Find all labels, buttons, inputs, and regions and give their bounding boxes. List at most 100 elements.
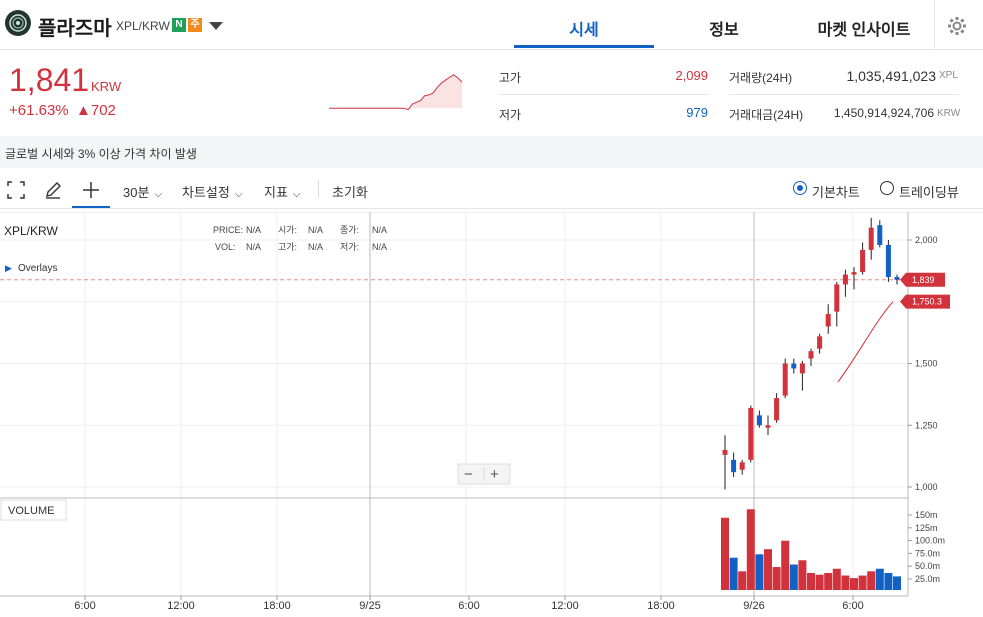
- volume-bar: [893, 576, 901, 590]
- volume-bars: [721, 509, 901, 590]
- time-axis-ticks: 6:00 12:00 18:00 9/25 6:00 12:00 18:00 9/26 6:00: [74, 596, 864, 612]
- volume-tick-label: 150m: [915, 510, 938, 520]
- volume-bar: [798, 560, 807, 590]
- indicators-menu[interactable]: 지표 ⌵: [264, 182, 301, 201]
- current-price-tag: 1,839: [900, 272, 945, 287]
- mini-price-chart: [329, 69, 469, 119]
- volume-tick-label: 75.0m: [915, 548, 940, 558]
- current-price: 1,841: [9, 62, 90, 98]
- notice-bar: [0, 136, 983, 168]
- zoom-in-button[interactable]: +: [490, 466, 499, 483]
- volume-value: 1,035,491,023: [846, 68, 936, 84]
- time-tick-label: 18:00: [647, 600, 675, 612]
- time-tick-label: 12:00: [551, 600, 579, 612]
- crosshair-icon[interactable]: [82, 181, 100, 199]
- pen-icon[interactable]: [44, 181, 62, 199]
- chevron-down-icon[interactable]: [209, 22, 223, 30]
- change-amount: ▲702: [76, 102, 116, 119]
- info-value: N/A: [246, 225, 261, 235]
- tab-market-insight[interactable]: 마켓 인사이트: [817, 22, 911, 39]
- candle-body: [825, 314, 831, 327]
- volume-bar: [841, 575, 850, 590]
- current-price-tag-text: 1,839: [912, 275, 935, 285]
- candle-body: [756, 415, 762, 426]
- volume-bar: [764, 549, 772, 590]
- volume-bar: [850, 578, 858, 590]
- moving-average-tag: 1,750.3: [900, 294, 950, 309]
- volume-bar: [738, 571, 747, 590]
- tab-info[interactable]: 정보: [709, 22, 739, 39]
- volume-label: 거래량(24H): [729, 71, 793, 85]
- time-tick-label: 18:00: [263, 600, 291, 612]
- interval-select[interactable]: 30분 ⌵: [123, 182, 162, 201]
- info-label: 고가:: [278, 242, 297, 252]
- coin-name: 플라즈마: [38, 18, 112, 40]
- active-tab-indicator: [514, 45, 654, 48]
- info-value: N/A: [246, 242, 261, 252]
- info-value: N/A: [308, 225, 323, 235]
- tab-price[interactable]: 시세: [569, 22, 599, 39]
- low-label: 저가: [499, 108, 522, 122]
- info-value: N/A: [308, 242, 323, 252]
- volume-bar: [824, 573, 833, 590]
- high-value: 2,099: [675, 68, 708, 83]
- candle-body: [834, 284, 840, 312]
- candle-body: [851, 272, 857, 275]
- moving-average-line: [837, 301, 894, 383]
- volume-bar: [815, 574, 824, 590]
- candle-body: [799, 363, 805, 374]
- change-percent: +61.63%: [9, 102, 69, 119]
- zoom-out-button[interactable]: −: [464, 466, 473, 483]
- low-value: 979: [686, 105, 708, 120]
- candle-body: [808, 351, 814, 359]
- info-label: 시가:: [278, 225, 297, 235]
- candle-body: [868, 227, 874, 250]
- zoom-controls: − +: [457, 463, 511, 485]
- candle-body: [817, 336, 823, 349]
- mini-area: [404, 74, 462, 110]
- price-gap-notice: 글로벌 시세와 3% 이상 가격 차이 발생: [5, 147, 197, 161]
- volume-pane-label: VOLUME: [8, 505, 54, 517]
- candle-body: [842, 274, 848, 285]
- mini-line: [403, 74, 463, 111]
- volume-unit: XPL: [939, 70, 958, 81]
- fullscreen-icon[interactable]: [7, 181, 25, 199]
- divider: [499, 94, 709, 95]
- chevron-down-icon: ⌵: [154, 189, 163, 200]
- moving-average-tag-text: 1,750.3: [912, 297, 942, 307]
- volume-bar: [789, 564, 798, 590]
- page-header: [0, 0, 983, 50]
- volume-bar: [755, 554, 764, 590]
- new-badge: N: [172, 18, 186, 32]
- volume-bar: [781, 540, 790, 590]
- chevron-down-icon: ⌵: [234, 189, 243, 200]
- candle-body: [748, 407, 754, 460]
- gear-icon[interactable]: [947, 16, 967, 36]
- overlays-toggle[interactable]: Overlays: [18, 263, 57, 274]
- volume-bar: [884, 573, 893, 590]
- divider: [318, 180, 319, 198]
- price-tick-label: 1,250: [915, 420, 938, 430]
- price-tick-label: 1,000: [915, 482, 938, 492]
- triangle-right-icon[interactable]: ▶: [5, 263, 12, 273]
- volume-bar: [867, 571, 876, 590]
- candle-body: [774, 398, 780, 421]
- divider: [934, 0, 935, 49]
- candle-body: [791, 363, 797, 369]
- tradingview-radio[interactable]: [880, 181, 894, 195]
- volume-bar: [729, 557, 738, 590]
- volume-tick-label: 125m: [915, 523, 938, 533]
- coin-pair: XPL/KRW: [116, 19, 170, 33]
- candle-body: [877, 225, 883, 245]
- reset-button[interactable]: 초기화: [332, 185, 368, 200]
- price-tick-label: 2,000: [915, 235, 938, 245]
- time-tick-label: 9/26: [743, 600, 764, 612]
- amount-value: 1,450,914,924,706: [833, 106, 934, 120]
- info-label: VOL:: [215, 242, 236, 252]
- candle-body: [782, 363, 788, 396]
- tradingview-label: 트레이딩뷰: [899, 185, 959, 200]
- chart-settings-menu[interactable]: 차트설정 ⌵: [182, 182, 242, 201]
- chart-grid: [0, 212, 908, 596]
- basic-chart-radio[interactable]: [793, 181, 807, 195]
